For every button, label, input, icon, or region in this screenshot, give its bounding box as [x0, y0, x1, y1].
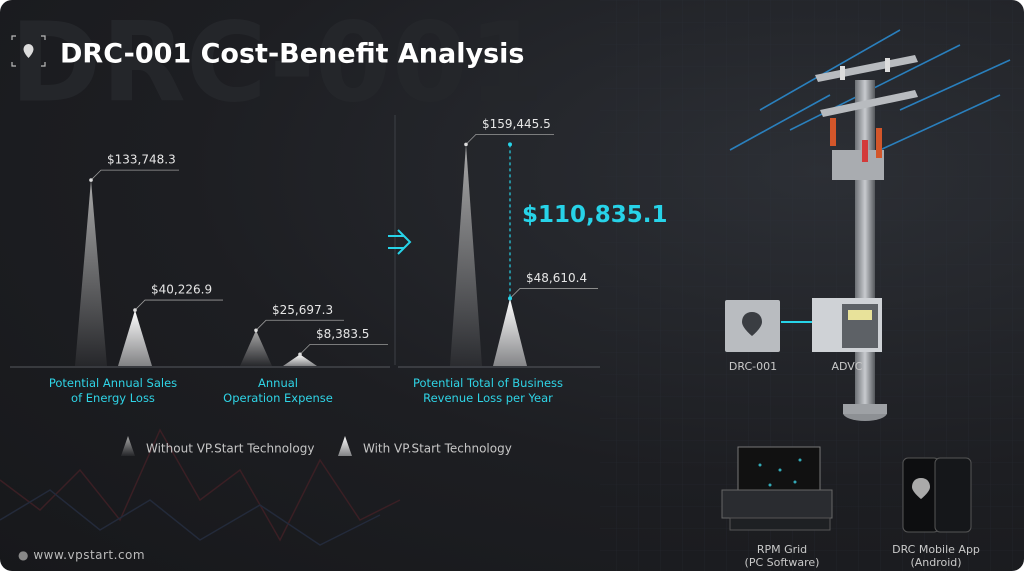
arrow-icon [388, 229, 412, 255]
value-label: $48,610.4 [526, 271, 587, 285]
leader-dot [464, 142, 468, 147]
url-text: www.vpstart.com [33, 548, 146, 562]
chart-title: DRC-001 Cost-Benefit Analysis [60, 39, 524, 70]
footer-url: ● www.vpstart.com [18, 548, 146, 562]
legend-swatch [121, 436, 135, 456]
spike [240, 330, 272, 366]
leader-dot [298, 352, 302, 357]
watermark: DRC-001 [10, 0, 545, 126]
difference-end [508, 142, 512, 147]
leader-dot [254, 328, 258, 333]
leader-line [134, 299, 223, 311]
legend-text: Without VP.Start Technology [146, 442, 314, 456]
decor-line [0, 428, 401, 542]
value-label: $133,748.3 [107, 153, 176, 167]
spike [118, 310, 152, 366]
value-label: $25,697.3 [272, 303, 333, 317]
legend-swatch [338, 436, 352, 456]
legend-text: With VP.Start Technology [363, 442, 512, 456]
device-label: DRC-001 [728, 360, 778, 373]
category-label: Potential Total of Business Revenue Loss… [413, 376, 563, 405]
difference-end [508, 296, 512, 301]
leader-line [255, 319, 344, 331]
title-icon [11, 35, 46, 67]
device-label: DRC Mobile App (Android) [892, 543, 980, 569]
annotation: $110,835.1 [522, 202, 668, 228]
category-label: Potential Annual Sales of Energy Loss [48, 376, 178, 405]
illustration [721, 29, 1011, 533]
spike [75, 180, 107, 366]
spike [450, 144, 482, 366]
leader-line [509, 288, 598, 299]
leader-dot [89, 178, 93, 182]
device-label: ADVC [831, 360, 863, 373]
device-label: RPM Grid (PC Software) [744, 543, 820, 569]
value-label: $40,226.9 [151, 283, 212, 297]
leader-line [465, 133, 554, 145]
category-label: Annual Operation Expense [223, 376, 333, 405]
leader-line [299, 343, 388, 355]
decor-line [0, 489, 381, 546]
leader-line [90, 169, 179, 181]
leader-dot [133, 308, 137, 312]
spike [283, 354, 317, 366]
value-label: $8,383.5 [316, 327, 369, 341]
spike [493, 298, 527, 366]
value-label: $159,445.5 [482, 117, 551, 131]
